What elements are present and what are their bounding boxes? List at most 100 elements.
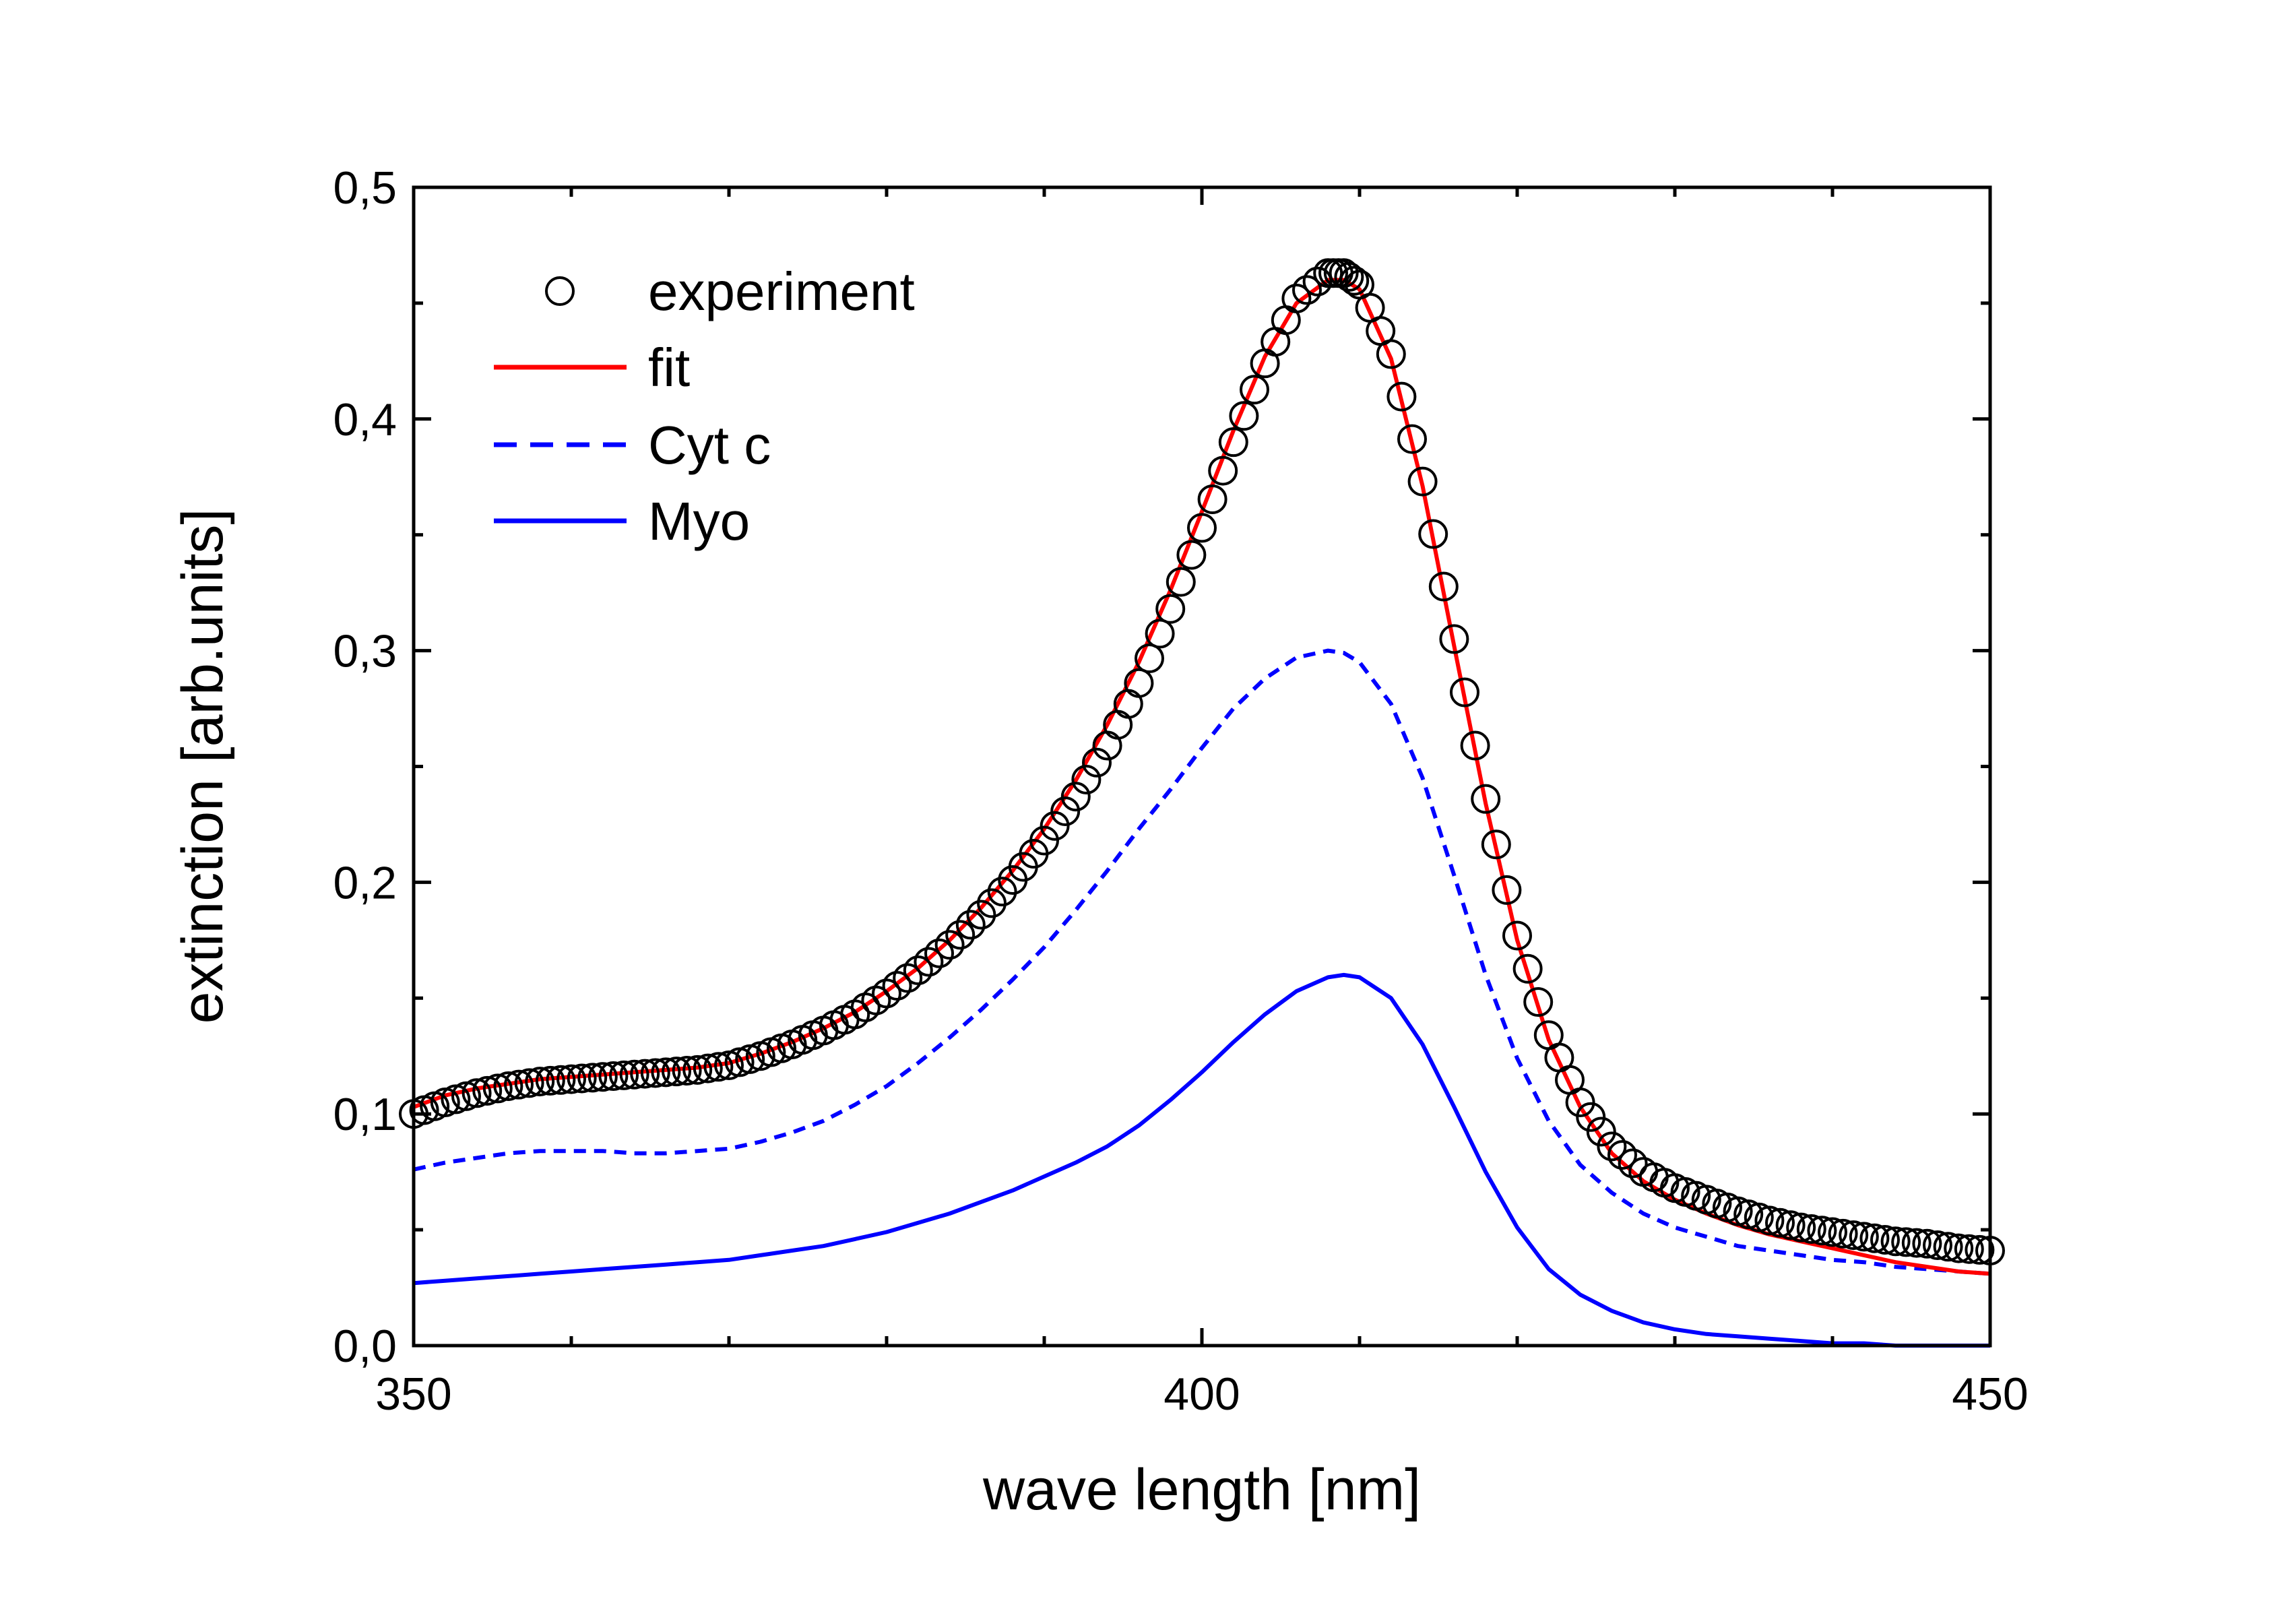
data-point-experiment [630,1059,660,1089]
data-point-experiment [1765,1207,1795,1238]
data-point-experiment [1197,484,1227,514]
data-point-experiment [1386,381,1417,412]
data-point-experiment [924,938,954,968]
data-point-experiment [1040,811,1070,841]
series-layer [399,258,2005,1348]
data-point-experiment [1281,284,1312,314]
data-point-experiment [1166,567,1196,597]
data-point-experiment [461,1078,492,1108]
data-point-experiment [1471,784,1501,814]
series-line-cyt-c [413,648,1991,1276]
data-point-experiment [1565,1088,1595,1118]
data-point-experiment [1329,258,1359,288]
data-point-experiment [1839,1220,1869,1251]
data-point-experiment [1407,466,1438,497]
data-point-experiment [1492,875,1522,905]
data-point-experiment [955,910,986,940]
data-point-experiment [482,1073,513,1104]
data-point-experiment [1302,266,1333,296]
series-line-myo [413,972,1990,1348]
data-point-experiment [546,1065,576,1095]
y-axis-title: extinction [arb.units] [170,509,235,1024]
x-tick-label: 400 [1163,1369,1240,1420]
data-point-experiment [1082,747,1112,778]
data-point-experiment [1891,1227,1921,1257]
data-point-experiment [1450,677,1479,708]
data-point-experiment [1029,825,1059,856]
data-point-experiment [1786,1212,1816,1243]
data-point-experiment [1607,1139,1637,1170]
data-point-experiment [987,877,1017,907]
series-experiment [399,258,2005,1266]
data-point-experiment [1334,261,1364,292]
data-point-experiment [1208,455,1238,486]
data-point-experiment [1870,1224,1900,1255]
data-point-experiment [1124,668,1154,698]
data-point-experiment [1849,1222,1879,1252]
data-point-experiment [1292,275,1322,305]
data-point-experiment [1880,1226,1911,1257]
data-point-experiment [1512,953,1543,984]
data-point-experiment [903,955,933,986]
x-axis-title: wave length [nm] [982,1457,1421,1522]
data-point-experiment [1828,1218,1858,1249]
data-point-experiment [1155,594,1186,624]
data-point-experiment [472,1075,503,1106]
data-point-experiment [1775,1210,1806,1240]
data-point-experiment [893,963,923,993]
data-point-experiment [872,978,901,1009]
data-point-experiment [1618,1148,1648,1178]
data-point-experiment [914,947,944,977]
legend-label-myo: Myo [648,491,750,551]
data-point-experiment [1176,540,1207,570]
x-tick-label: 350 [375,1369,451,1420]
data-point-experiment [1135,643,1164,674]
data-point-experiment [1071,764,1102,794]
data-point-experiment [977,888,1007,918]
y-tick-label: 0,4 [333,394,397,445]
data-point-experiment [577,1063,608,1093]
data-point-experiment [1818,1217,1847,1247]
data-point-experiment [1807,1216,1837,1246]
x-tick-label: 450 [1952,1369,2028,1420]
data-point-experiment [1944,1233,1974,1263]
data-point-experiment [1576,1102,1606,1132]
data-point-experiment [1597,1131,1627,1162]
data-point-experiment [587,1062,618,1092]
data-point-experiment [1187,513,1217,543]
data-point-experiment [1796,1214,1826,1244]
data-point-experiment [1145,619,1175,649]
data-point-experiment [1502,920,1532,951]
y-tick-label: 0,3 [333,626,397,677]
data-point-experiment [504,1069,534,1100]
legend: experiment fit Cyt c Myo [494,261,915,551]
data-point-experiment [1418,519,1448,549]
data-point-experiment [1923,1230,1952,1261]
legend-label-experiment: experiment [648,261,915,321]
data-point-experiment [1481,829,1511,860]
data-point-experiment [493,1071,523,1101]
data-point-experiment [1339,265,1370,296]
data-point-experiment [598,1061,629,1092]
data-point-experiment [514,1068,544,1098]
data-point-experiment [1428,571,1459,602]
data-point-experiment [556,1064,586,1094]
data-point-experiment [882,970,912,1001]
y-tick-label: 0,5 [333,162,397,214]
data-point-experiment [1050,796,1081,826]
data-point-experiment [1586,1117,1616,1147]
legend-marker-experiment [545,276,575,306]
tick-layer: 350 400 450 0,0 0,1 0,2 0,3 0,4 0,5 [333,162,2028,1420]
legend-label-cyt-c: Cyt c [648,415,771,475]
data-point-experiment [1754,1205,1785,1236]
data-point-experiment [693,1053,723,1083]
data-point-experiment [535,1065,565,1096]
data-point-experiment [525,1067,555,1097]
y-tick-label: 0,0 [333,1321,397,1372]
data-point-experiment [1397,424,1427,454]
legend-label-fit: fit [648,338,690,398]
data-point-experiment [1954,1234,1984,1264]
data-point-experiment [1933,1232,1963,1262]
data-point-experiment [640,1058,670,1088]
